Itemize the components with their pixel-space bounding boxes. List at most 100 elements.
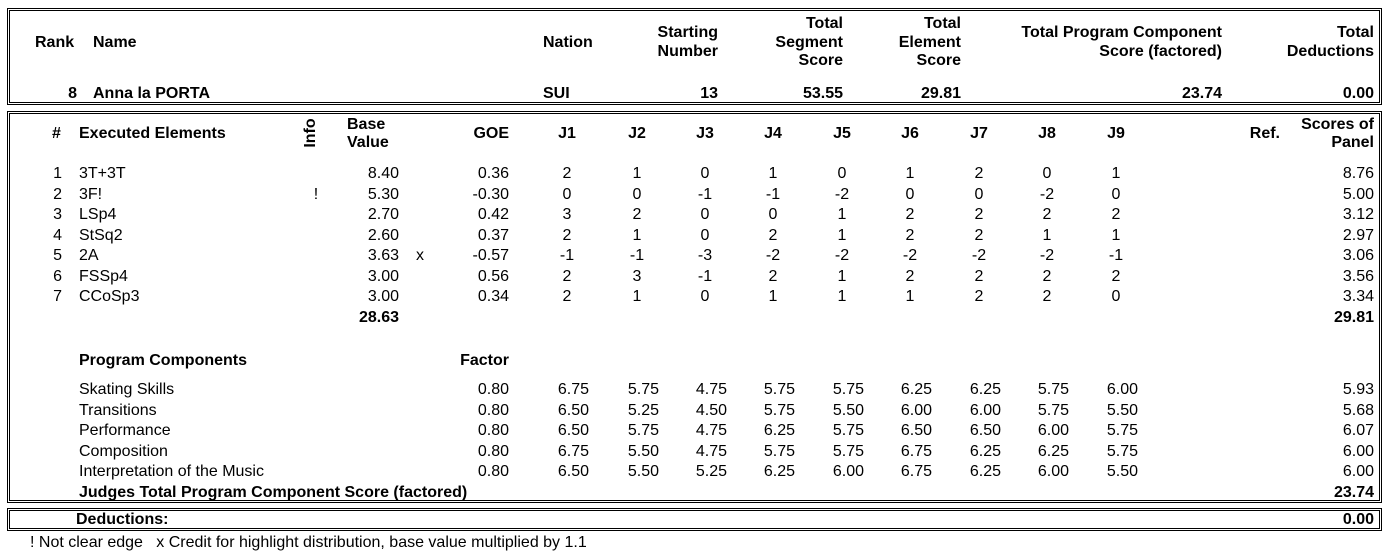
element-judge-score: 1 [632, 165, 642, 182]
elements-header-base-1: Base [347, 116, 386, 133]
component-panel-score: 6.00 [1342, 442, 1374, 460]
judge-header-j1: J1 [558, 125, 576, 142]
element-judge-score: 1 [1111, 226, 1121, 244]
element-num: 4 [53, 226, 62, 244]
element-judge-score: 0 [974, 185, 984, 203]
component-judge-score: 5.75 [763, 401, 795, 419]
element-panel-score: 3.12 [1342, 206, 1374, 223]
element-judge-score: 2 [562, 288, 572, 305]
element-judge-score: 3 [562, 206, 572, 223]
component-judge-score: 6.50 [557, 422, 589, 439]
component-judge-score: 5.50 [627, 463, 659, 480]
component-judge-score: 5.75 [627, 422, 659, 439]
tpcs-label-1: Total Program Component [1021, 24, 1222, 41]
component-panel-score: 6.07 [1342, 422, 1374, 439]
element-name: StSq2 [79, 226, 123, 244]
skater-nation: SUI [543, 85, 570, 102]
element-judge-score: 1 [768, 165, 778, 182]
components-total-score: 23.74 [1333, 484, 1374, 501]
total-element-label-3: Score [916, 52, 961, 69]
element-num: 5 [53, 247, 62, 264]
element-judge-score: 2 [562, 165, 572, 182]
component-name: Interpretation of the Music [79, 463, 264, 480]
component-judge-score: 5.75 [1106, 422, 1138, 439]
element-judge-score: 1 [837, 226, 847, 244]
elements-header-ref: Ref. [1249, 125, 1280, 142]
component-judge-score: 6.25 [1037, 442, 1069, 460]
components-factor-label: Factor [460, 352, 509, 369]
elements-header-panel-1: Scores of [1301, 116, 1374, 133]
component-judge-score: 5.75 [1106, 442, 1138, 460]
element-judge-score: 0 [905, 185, 915, 203]
element-judge-score: -2 [834, 247, 850, 264]
judge-header-j5: J5 [833, 125, 851, 142]
header-box [7, 8, 1382, 105]
element-judge-score: -3 [697, 247, 713, 264]
element-judge-score: 2 [974, 226, 984, 244]
component-judge-score: 6.00 [969, 401, 1001, 419]
element-panel-score: 5.00 [1342, 185, 1374, 203]
element-judge-score: -1 [559, 247, 575, 264]
element-judge-score: 2 [1111, 267, 1121, 285]
element-judge-score: -1 [629, 247, 645, 264]
element-judge-score: 0 [562, 185, 572, 203]
element-panel-score: 2.97 [1342, 226, 1374, 244]
element-judge-score: 1 [768, 288, 778, 305]
element-judge-score: 2 [562, 267, 572, 285]
element-judge-score: 2 [562, 226, 572, 244]
starting-number-label-2: Number [657, 43, 718, 60]
component-factor: 0.80 [477, 463, 509, 480]
component-judge-score: 5.75 [763, 381, 795, 398]
element-judge-score: 2 [905, 267, 915, 285]
element-judge-score: 0 [700, 288, 710, 305]
element-base-value: 2.70 [367, 206, 399, 223]
element-judge-score: 1 [837, 206, 847, 223]
element-judge-score: 0 [700, 165, 710, 182]
judge-header-j8: J8 [1038, 125, 1056, 142]
element-judge-score: 1 [632, 288, 642, 305]
component-name: Composition [79, 442, 168, 460]
element-credit-x: x [416, 247, 424, 264]
elements-total-base: 28.63 [358, 309, 399, 326]
component-judge-score: 4.50 [695, 401, 727, 419]
tpcs-label-2: Score (factored) [1099, 43, 1222, 60]
element-judge-score: -2 [971, 247, 987, 264]
element-name: CCoSp3 [79, 288, 140, 305]
component-judge-score: 5.50 [627, 442, 659, 460]
element-judge-score: 2 [974, 267, 984, 285]
element-name: FSSp4 [79, 267, 128, 285]
component-judge-score: 5.25 [695, 463, 727, 480]
component-judge-score: 6.00 [832, 463, 864, 480]
element-num: 6 [53, 267, 62, 285]
element-judge-score: 0 [837, 165, 847, 182]
element-judge-score: 2 [768, 267, 778, 285]
components-title: Program Components [79, 352, 248, 369]
total-element-label-1: Total [923, 15, 961, 32]
component-judge-score: 6.75 [557, 442, 589, 460]
element-judge-score: 0 [768, 206, 778, 223]
element-judge-score: -1 [697, 267, 713, 285]
element-judge-score: 2 [974, 288, 984, 305]
component-judge-score: 6.25 [763, 422, 795, 439]
element-judge-score: 1 [1042, 226, 1052, 244]
element-judge-score: 1 [837, 288, 847, 305]
element-goe: 0.36 [477, 165, 509, 182]
element-goe: 0.42 [477, 206, 509, 223]
skater-name: Anna la PORTA [93, 85, 211, 102]
skater-starting-number: 13 [700, 85, 718, 102]
skater-total-element-score: 29.81 [920, 85, 961, 102]
elements-header-num: # [52, 125, 61, 142]
component-judge-score: 4.75 [695, 442, 727, 460]
elements-header-executed: Executed Elements [79, 125, 226, 142]
element-judge-score: 1 [1111, 165, 1121, 182]
element-judge-score: 0 [1042, 165, 1052, 182]
element-name: 2A [79, 247, 99, 264]
component-factor: 0.80 [477, 401, 509, 419]
elements-total-score: 29.81 [1333, 309, 1374, 326]
component-panel-score: 5.93 [1342, 381, 1374, 398]
elements-header-info: Info [302, 118, 319, 148]
element-base-value: 5.30 [367, 185, 399, 203]
nation-label: Nation [543, 34, 593, 51]
element-judge-score: -2 [765, 247, 781, 264]
element-judge-score: 1 [905, 165, 915, 182]
